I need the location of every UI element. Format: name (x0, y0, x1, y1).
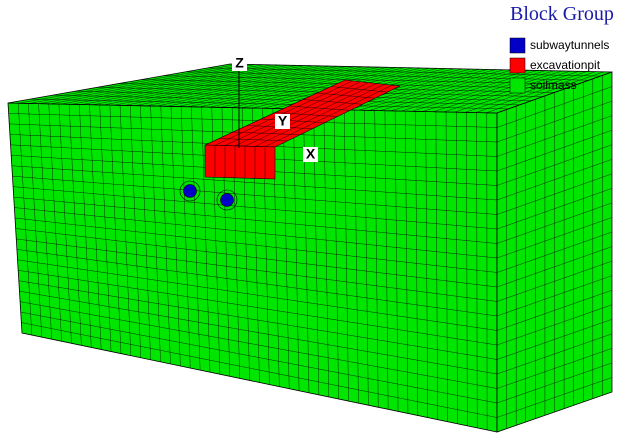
x-label: X (306, 146, 316, 162)
mesh (8, 64, 612, 432)
legend-swatch (510, 38, 525, 53)
z-label: Z (235, 55, 244, 71)
excavation-front (205, 145, 275, 179)
tunnel (221, 194, 234, 207)
legend-title: Block Group (510, 3, 614, 25)
tunnel (184, 185, 197, 198)
y-label: Y (278, 113, 288, 129)
legend-swatch (510, 58, 525, 73)
legend-label: subwaytunnels (530, 38, 609, 52)
legend-label: excavationpit (530, 58, 601, 72)
model-view: Block Group subwaytunnels excavationpit so… (0, 0, 626, 433)
legend-label: soilmass (530, 78, 577, 92)
legend-swatch (510, 78, 525, 93)
